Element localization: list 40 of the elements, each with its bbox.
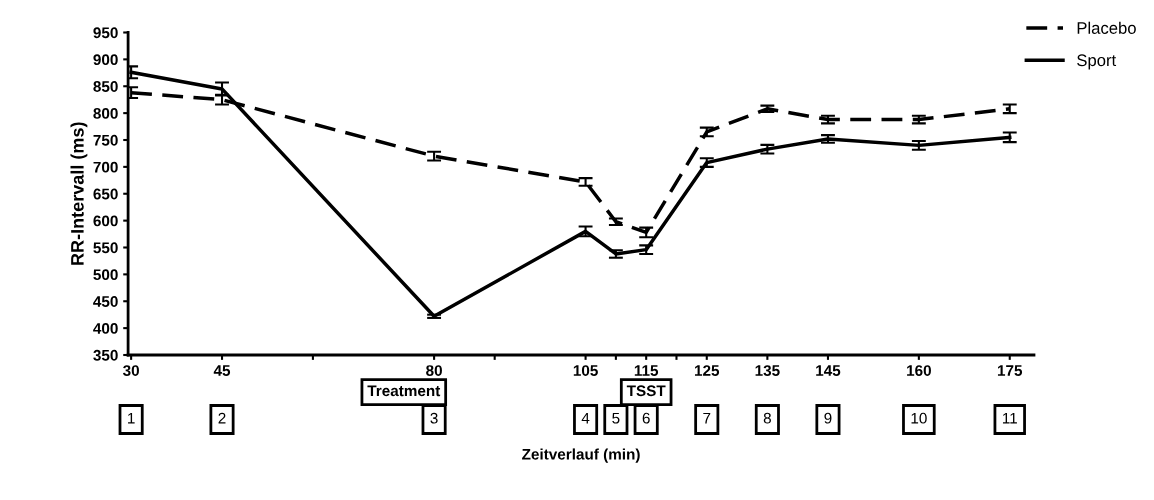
text: 2 — [218, 412, 226, 424]
x-tick-label: 145 — [816, 365, 841, 376]
y-tick-label: 750 — [93, 134, 118, 146]
text: 6 — [642, 412, 650, 424]
y-tick-label: 500 — [93, 269, 118, 281]
x-tick-label: 175 — [997, 365, 1023, 376]
x-tick-label: 125 — [694, 365, 720, 376]
text: 3 — [430, 412, 438, 424]
y-axis-title: RR-Intervall (ms) — [70, 122, 88, 265]
text: 1 — [128, 412, 135, 424]
text: TSST — [626, 385, 666, 397]
x-tick-label: 105 — [573, 365, 598, 376]
y-tick-label: 350 — [93, 349, 118, 361]
x-tick-label: 30 — [122, 365, 139, 376]
y-tick-label: 450 — [93, 296, 118, 307]
x-axis-title: Zeitverlauf (min) — [522, 448, 640, 463]
y-tick-label: 400 — [93, 322, 118, 334]
text: 4 — [581, 412, 590, 424]
y-tick-label: 550 — [93, 242, 118, 254]
legend-label: Sport — [1077, 54, 1117, 70]
text: 10 — [911, 412, 927, 424]
y-tick-label: 700 — [93, 161, 118, 173]
y-tick-label: 650 — [93, 188, 118, 200]
y-tick-label: 800 — [93, 107, 118, 119]
text: 5 — [612, 412, 620, 424]
y-tick-label: 600 — [93, 215, 118, 227]
text: 7 — [703, 412, 711, 424]
x-tick-label: 135 — [755, 365, 780, 376]
text: 8 — [763, 412, 771, 424]
y-tick-label: 900 — [93, 54, 118, 66]
y-tick-label: 850 — [93, 81, 118, 92]
text: 11 — [1002, 412, 1017, 424]
x-tick-label: 80 — [426, 365, 442, 376]
x-tick-label: 45 — [213, 365, 231, 376]
x-tick-label: 160 — [907, 365, 931, 376]
legend-label: Placebo — [1077, 21, 1136, 34]
text: 9 — [824, 412, 832, 424]
y-tick-label: 950 — [93, 27, 118, 39]
text: Treatment — [367, 385, 441, 397]
x-tick-label: 115 — [634, 365, 659, 376]
